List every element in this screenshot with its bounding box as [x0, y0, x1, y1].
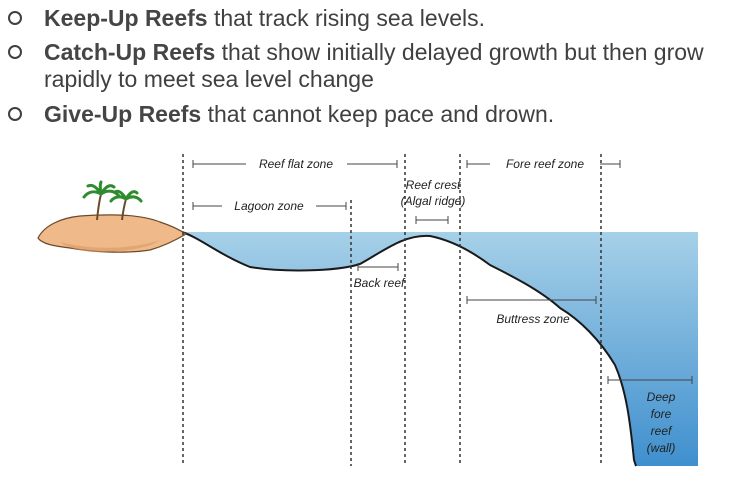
palm-tree-icon — [82, 180, 121, 221]
bullet-term: Keep-Up Reefs — [44, 5, 208, 31]
reef-profile-svg: Reef flat zone Fore reef zone Lagoon zon… — [37, 154, 698, 467]
bullet-rest: that cannot keep pace and drown. — [201, 101, 555, 127]
label-fore-reef-zone: Fore reef zone — [506, 157, 584, 171]
hollow-circle-bullet-icon — [8, 45, 22, 59]
bullet-rest: that track rising sea levels. — [207, 5, 486, 31]
label-fore: fore — [651, 407, 672, 421]
water-body — [182, 232, 698, 466]
bullet-term: Catch-Up Reefs — [44, 39, 216, 65]
hollow-circle-bullet-icon — [8, 107, 22, 121]
label-deep: Deep — [647, 390, 676, 404]
palm-tree-icon — [109, 189, 143, 221]
hollow-circle-bullet-icon — [8, 11, 22, 25]
island-shadow — [60, 240, 160, 252]
bullet-continuation: rapidly to meet sea level change — [44, 66, 374, 92]
zone-boundaries — [182, 154, 602, 466]
bullet-term: Give-Up Reefs — [44, 101, 202, 127]
bullet-text: Give-Up Reefs that cannot keep pace and … — [44, 100, 754, 128]
label-reef-flat-zone: Reef flat zone — [259, 157, 333, 171]
bullet-text: Catch-Up Reefs that show initially delay… — [44, 38, 754, 66]
zone-range-markers — [192, 160, 693, 384]
reef-zonation-diagram: Reef flat zone Fore reef zone Lagoon zon… — [0, 140, 754, 481]
bullet-rest: that show initially delayed growth but t… — [215, 39, 704, 65]
label-reef: reef — [651, 424, 673, 438]
label-wall: (wall) — [647, 441, 676, 455]
bullet-text: Keep-Up Reefs that track rising sea leve… — [44, 4, 754, 32]
label-lagoon-zone: Lagoon zone — [234, 199, 304, 213]
seafloor-profile-line — [181, 231, 637, 467]
island-shape — [37, 214, 188, 253]
label-reef-crest: Reef crest — [406, 178, 461, 192]
label-buttress-zone: Buttress zone — [496, 312, 570, 326]
label-algal-ridge: (Algal ridge) — [401, 194, 466, 208]
label-back-reef: Back reef — [354, 276, 406, 290]
